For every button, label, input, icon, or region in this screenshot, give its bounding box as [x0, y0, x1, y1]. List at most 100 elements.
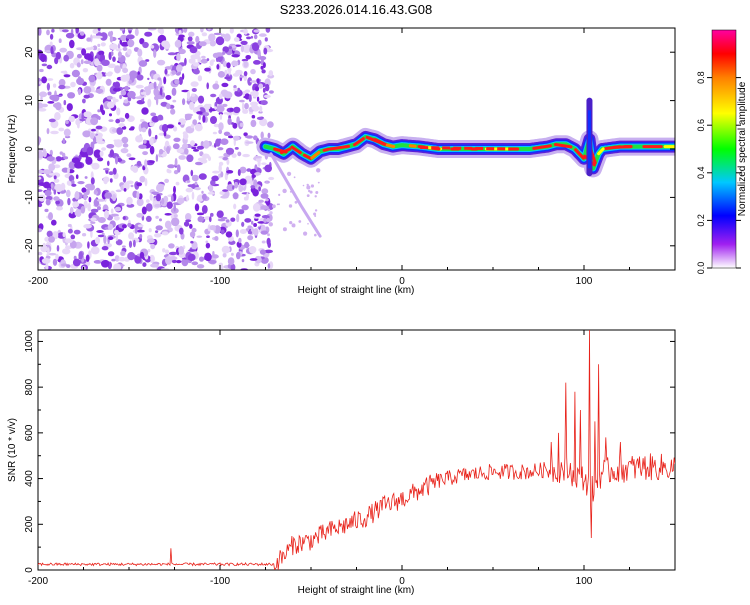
noise-blob [261, 66, 264, 70]
noise-blob [70, 207, 74, 214]
noise-blob [187, 180, 191, 183]
figure-title: S233.2026.014.16.43.G08 [280, 2, 433, 17]
noise-blob [250, 258, 258, 261]
noise-blob [236, 229, 239, 237]
noise-blob [222, 51, 225, 55]
noise-blob [246, 37, 251, 40]
noise-blob [264, 165, 272, 173]
noise-blob [216, 105, 225, 112]
noise-blob [261, 69, 265, 73]
noise-blob [198, 216, 204, 222]
noise-blob [254, 29, 260, 32]
noise-blob [124, 99, 129, 103]
noise-blob [114, 140, 118, 142]
noise-blob [149, 122, 154, 126]
noise-blob [118, 257, 125, 262]
noise-blob [67, 167, 70, 174]
noise-blob [58, 85, 65, 89]
noise-blob [72, 70, 80, 77]
noise-blob [261, 231, 268, 235]
noise-blob [91, 177, 95, 184]
noise-blob [120, 251, 125, 256]
noise-blob [198, 96, 204, 104]
noise-blob [144, 159, 147, 168]
ridge-core-segment [387, 145, 394, 146]
noise-blob [307, 223, 309, 225]
spectrogram-y-tick-label: -20 [24, 238, 35, 253]
noise-blob [42, 64, 48, 67]
noise-blob [160, 87, 163, 95]
noise-blob [189, 224, 193, 229]
noise-blob [89, 75, 96, 82]
noise-blob [90, 222, 95, 224]
noise-blob [250, 80, 257, 83]
noise-blob [66, 264, 70, 268]
noise-blob [40, 54, 46, 62]
noise-blob [173, 204, 176, 212]
noise-blob [48, 236, 55, 243]
noise-blob [94, 58, 99, 66]
noise-blob [172, 88, 177, 96]
noise-blob [241, 41, 248, 45]
noise-blob [232, 45, 236, 48]
noise-blob [135, 135, 143, 142]
noise-blob [233, 107, 240, 113]
noise-blob [197, 236, 203, 238]
noise-blob [94, 189, 97, 194]
noise-blob [91, 209, 99, 213]
noise-blob [137, 230, 145, 233]
noise-blob [197, 213, 204, 216]
noise-blob [250, 185, 255, 189]
noise-blob [224, 77, 230, 80]
noise-blob [53, 196, 59, 201]
noise-blob [101, 42, 106, 46]
noise-blob [57, 245, 60, 252]
noise-blob [223, 253, 227, 258]
noise-blob [174, 79, 179, 84]
noise-blob [213, 53, 219, 58]
noise-blob [114, 216, 120, 221]
noise-blob [62, 248, 70, 254]
noise-blob [47, 65, 53, 69]
noise-blob [184, 148, 189, 155]
noise-blob [108, 224, 113, 230]
noise-blob [252, 189, 259, 196]
noise-blob [104, 210, 109, 219]
noise-blob [215, 139, 221, 147]
noise-blob [136, 191, 139, 199]
noise-blob [217, 147, 223, 150]
noise-blob [39, 91, 47, 97]
noise-blob [109, 113, 112, 116]
noise-blob [220, 196, 228, 199]
noise-blob [231, 61, 238, 67]
noise-blob [139, 176, 145, 183]
noise-blob [114, 82, 120, 89]
noise-blob [154, 204, 161, 208]
noise-blob [159, 149, 163, 155]
noise-blob [114, 65, 121, 73]
noise-blob [158, 83, 161, 89]
noise-blob [243, 29, 248, 35]
noise-blob [107, 161, 110, 166]
noise-blob [127, 223, 131, 227]
noise-blob [44, 209, 48, 212]
noise-blob [221, 230, 225, 235]
noise-blob [127, 49, 132, 55]
noise-blob [86, 255, 90, 262]
noise-blob [139, 60, 147, 67]
ridge-core-segment [324, 149, 328, 150]
noise-blob [187, 91, 190, 99]
noise-blob [69, 116, 75, 122]
snr-x-tick-label: 100 [576, 576, 593, 587]
noise-blob [90, 218, 96, 222]
noise-blob [222, 189, 228, 192]
noise-blob [244, 103, 249, 109]
noise-blob [81, 206, 86, 214]
noise-blob [211, 176, 218, 182]
noise-blob [87, 241, 90, 248]
noise-blob [111, 259, 115, 262]
noise-blob [202, 32, 207, 36]
noise-blob [192, 175, 199, 182]
